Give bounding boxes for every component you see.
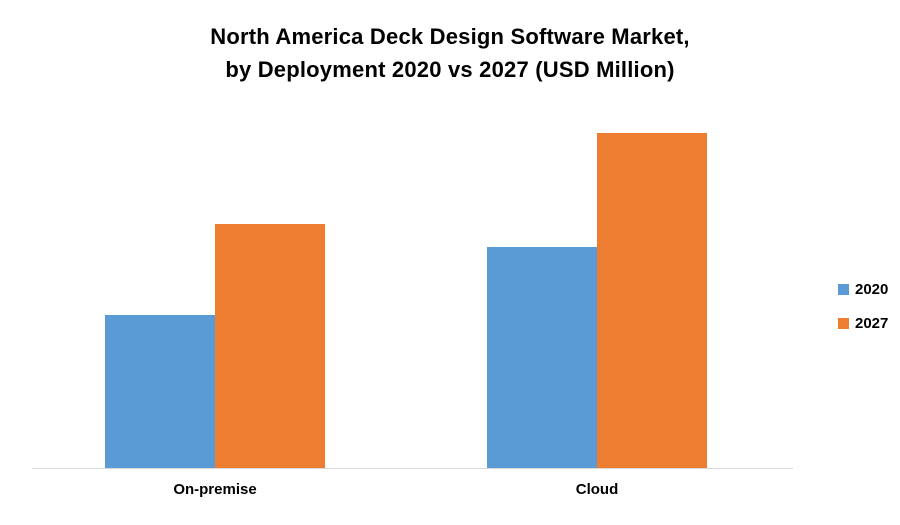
bar-group-on-premise — [105, 108, 325, 468]
bar-on-premise-2020 — [105, 315, 215, 468]
legend-swatch-2020-icon — [838, 284, 849, 295]
x-axis-label-on-premise: On-premise — [173, 481, 257, 498]
legend-item-2027: 2027 — [838, 315, 888, 332]
legend-swatch-2027-icon — [838, 318, 849, 329]
bar-cloud-2027 — [597, 133, 707, 468]
bar-on-premise-2027 — [215, 224, 325, 468]
bar-group-cloud — [487, 108, 707, 468]
x-axis-label-cloud: Cloud — [575, 481, 619, 498]
chart-title: North America Deck Design Software Marke… — [0, 20, 900, 86]
legend: 2020 2027 — [838, 281, 888, 332]
legend-item-2020: 2020 — [838, 281, 888, 298]
legend-label-2027: 2027 — [855, 315, 889, 332]
x-axis-line — [32, 468, 793, 469]
legend-label-2020: 2020 — [855, 281, 889, 298]
bar-cloud-2020 — [487, 247, 597, 468]
chart-title-line2: by Deployment 2020 vs 2027 (USD Million) — [225, 57, 675, 82]
chart-title-line1: North America Deck Design Software Marke… — [210, 24, 690, 49]
plot-area — [35, 108, 790, 468]
